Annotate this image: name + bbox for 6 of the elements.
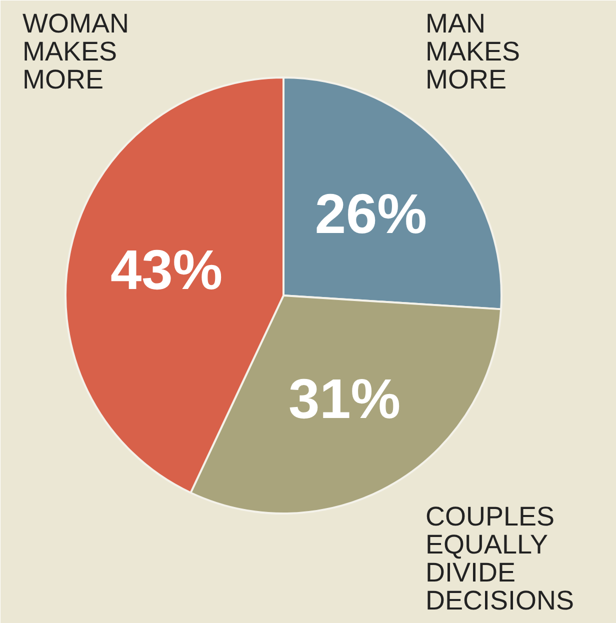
slice-label: COUPLES EQUALLY DIVIDE DECISIONS [426,502,574,616]
slice-label: WOMAN MAKES MORE [22,8,129,94]
slice-label: MAN MAKES MORE [426,8,520,94]
data-label: 31% [288,367,401,430]
data-label: 26% [314,182,427,245]
data-label: 43% [110,238,223,301]
